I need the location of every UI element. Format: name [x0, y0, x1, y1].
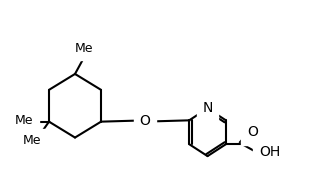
Text: Me: Me	[15, 114, 33, 127]
Text: Me: Me	[23, 134, 41, 147]
Text: N: N	[202, 101, 213, 115]
Text: O: O	[247, 125, 258, 139]
Text: OH: OH	[259, 144, 280, 159]
Text: O: O	[140, 114, 150, 128]
Text: Me: Me	[75, 42, 93, 55]
